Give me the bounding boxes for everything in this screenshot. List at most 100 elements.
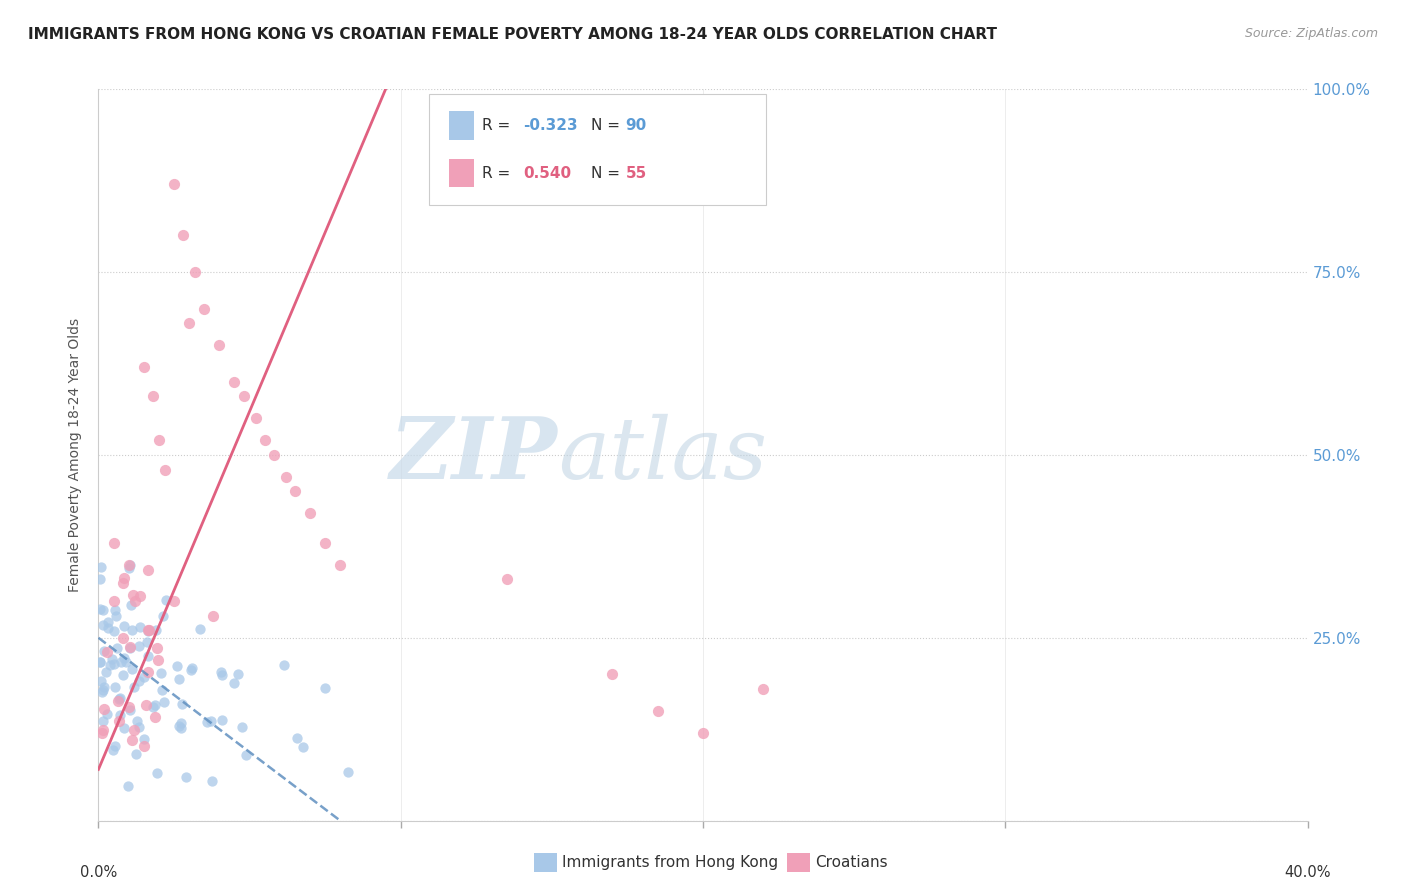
Point bbox=[150, 665, 173, 680]
Text: R =: R = bbox=[482, 119, 516, 133]
Point bbox=[209, 665, 232, 679]
Point bbox=[145, 623, 167, 637]
Point bbox=[110, 690, 132, 705]
Point bbox=[495, 572, 517, 586]
Point bbox=[104, 602, 127, 616]
Point bbox=[125, 747, 148, 761]
Point bbox=[299, 507, 322, 521]
Point bbox=[122, 723, 145, 737]
Text: 0.0%: 0.0% bbox=[80, 864, 117, 880]
Point bbox=[128, 639, 150, 653]
Point bbox=[142, 389, 165, 403]
Point bbox=[285, 731, 308, 745]
Point bbox=[134, 739, 156, 754]
Point bbox=[211, 667, 233, 681]
Y-axis label: Female Poverty Among 18-24 Year Olds: Female Poverty Among 18-24 Year Olds bbox=[69, 318, 83, 592]
Text: 40.0%: 40.0% bbox=[1284, 864, 1331, 880]
Point bbox=[112, 576, 135, 591]
Point bbox=[118, 558, 141, 572]
Point bbox=[180, 663, 202, 677]
Text: atlas: atlas bbox=[558, 414, 768, 496]
Point bbox=[96, 706, 118, 721]
Point bbox=[105, 609, 128, 624]
Point bbox=[224, 676, 246, 690]
Point bbox=[90, 726, 112, 740]
Point bbox=[129, 589, 152, 603]
Point bbox=[118, 700, 141, 714]
Point bbox=[90, 674, 112, 689]
Point bbox=[172, 697, 194, 711]
Point bbox=[263, 448, 285, 462]
Point bbox=[138, 623, 160, 637]
Point bbox=[153, 462, 176, 476]
Point bbox=[155, 593, 177, 607]
Point bbox=[135, 635, 157, 649]
Point bbox=[89, 655, 111, 669]
Point bbox=[142, 699, 165, 714]
Point bbox=[128, 620, 150, 634]
Point bbox=[163, 178, 186, 192]
Point bbox=[274, 470, 297, 484]
Point bbox=[118, 561, 141, 575]
Point bbox=[136, 665, 159, 680]
Point bbox=[118, 640, 141, 655]
Point bbox=[167, 673, 190, 687]
Text: 90: 90 bbox=[626, 119, 647, 133]
Point bbox=[200, 714, 222, 728]
Text: Source: ZipAtlas.com: Source: ZipAtlas.com bbox=[1244, 27, 1378, 40]
Point bbox=[245, 411, 267, 425]
Point bbox=[152, 608, 174, 623]
Point bbox=[132, 731, 155, 746]
Point bbox=[336, 764, 359, 779]
Point bbox=[195, 714, 218, 729]
Point bbox=[143, 698, 166, 712]
Point bbox=[148, 434, 170, 448]
Point bbox=[128, 720, 150, 734]
Point bbox=[235, 748, 257, 763]
Point bbox=[170, 722, 193, 736]
Point bbox=[114, 655, 136, 669]
Text: Immigrants from Hong Kong: Immigrants from Hong Kong bbox=[562, 855, 779, 870]
Point bbox=[146, 641, 169, 656]
Point bbox=[112, 667, 135, 681]
Text: -0.323: -0.323 bbox=[523, 119, 578, 133]
Point bbox=[118, 640, 141, 654]
Point bbox=[96, 644, 118, 658]
Text: Croatians: Croatians bbox=[815, 855, 889, 870]
Point bbox=[752, 681, 775, 696]
Point bbox=[121, 732, 143, 747]
Point bbox=[101, 652, 124, 666]
Point bbox=[111, 631, 134, 645]
Point bbox=[120, 598, 142, 612]
Point bbox=[692, 726, 714, 740]
Text: N =: N = bbox=[591, 166, 624, 180]
Point bbox=[136, 648, 159, 663]
Point bbox=[122, 588, 145, 602]
Point bbox=[91, 603, 114, 617]
Point bbox=[120, 702, 142, 716]
Point bbox=[110, 656, 132, 670]
Point bbox=[231, 721, 253, 735]
Point bbox=[89, 572, 111, 586]
Text: 0.540: 0.540 bbox=[523, 166, 571, 180]
Point bbox=[148, 653, 170, 667]
Point bbox=[202, 608, 225, 623]
Point bbox=[112, 571, 135, 585]
Point bbox=[107, 694, 129, 708]
Point bbox=[179, 316, 201, 330]
Point bbox=[103, 624, 125, 638]
Point bbox=[136, 564, 159, 578]
Point bbox=[93, 701, 115, 715]
Point bbox=[163, 594, 186, 608]
Point bbox=[329, 558, 352, 572]
Point bbox=[104, 680, 127, 694]
Point bbox=[110, 707, 132, 722]
Point bbox=[152, 695, 174, 709]
Point bbox=[91, 683, 114, 698]
Point bbox=[146, 766, 169, 780]
Point bbox=[136, 624, 159, 638]
Point bbox=[94, 665, 117, 680]
Point bbox=[104, 739, 127, 754]
Point bbox=[232, 389, 254, 403]
Text: R =: R = bbox=[482, 166, 516, 180]
